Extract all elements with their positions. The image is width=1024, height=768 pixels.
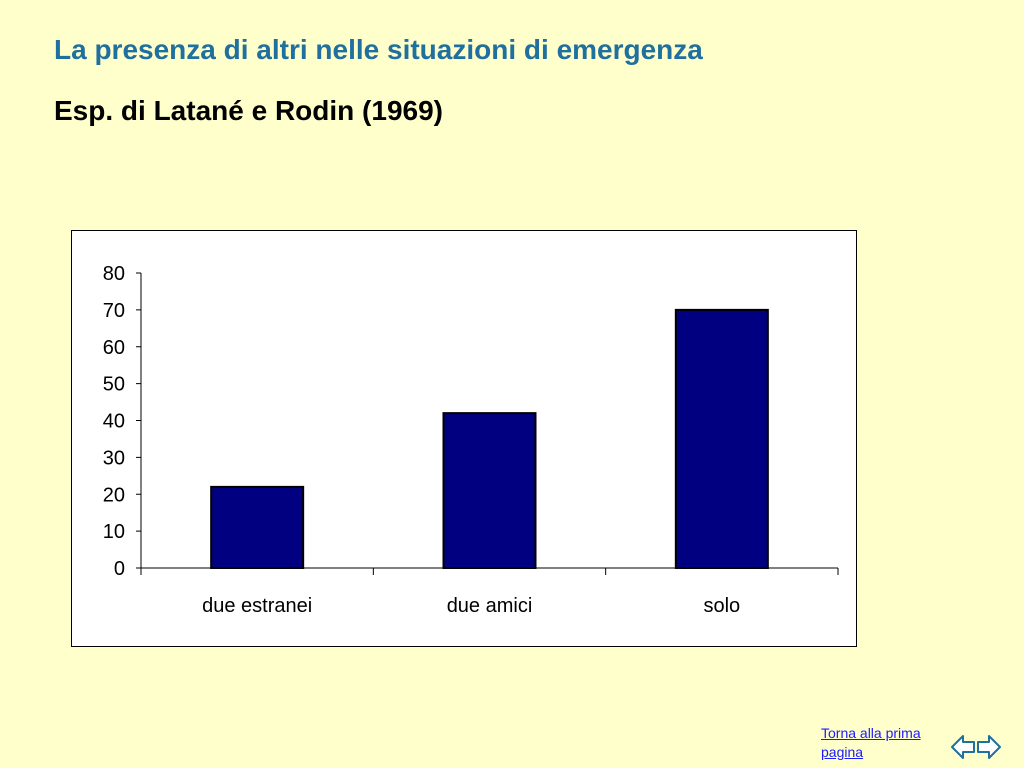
x-tick-label: solo — [703, 595, 740, 617]
y-tick-label: 40 — [103, 411, 125, 433]
bar — [442, 412, 537, 569]
y-tick-label: 70 — [103, 300, 125, 322]
y-tick-label: 0 — [114, 558, 125, 580]
y-tick-label: 10 — [103, 521, 125, 543]
arrow-left-icon[interactable] — [950, 730, 976, 764]
bar-chart-svg: 0 10 20 30 40 50 60 70 80 due estranei due amici so… — [103, 263, 839, 617]
y-tick-label: 60 — [103, 337, 125, 359]
x-tick-label: due estranei — [202, 595, 312, 617]
slide-title: La presenza di altri nelle situazioni di… — [54, 34, 703, 65]
y-tick-label: 20 — [103, 484, 125, 506]
home-link[interactable]: Torna alla prima pagina — [821, 725, 921, 760]
y-tick-label: 80 — [103, 263, 125, 285]
arrow-right-icon[interactable] — [976, 730, 1002, 764]
navigation-arrows — [950, 730, 1002, 764]
x-tick-label: due amici — [447, 595, 533, 617]
bar — [674, 308, 769, 569]
y-tick-label: 30 — [103, 447, 125, 469]
y-tick-label: 50 — [103, 374, 125, 396]
bar — [210, 485, 305, 569]
slide-subtitle: Esp. di Latané e Rodin (1969) — [54, 95, 443, 126]
bar-chart: 0 10 20 30 40 50 60 70 80 due estranei due amici so… — [71, 230, 857, 647]
